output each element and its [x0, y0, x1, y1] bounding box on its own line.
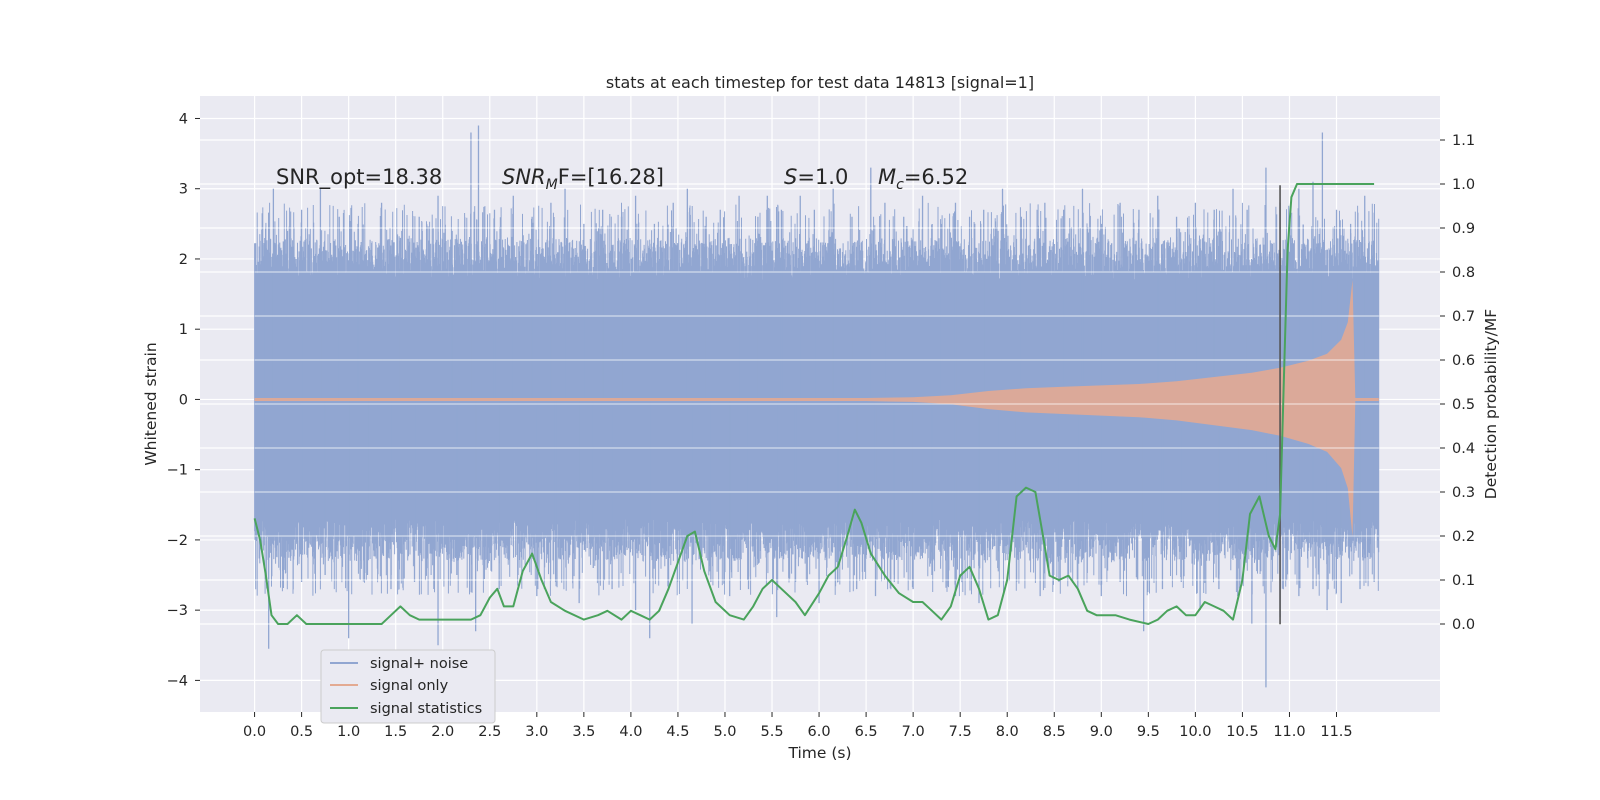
x-tick-label: 7.0	[902, 724, 925, 740]
annotation-s-main: S	[784, 165, 797, 189]
x-tick-label: 4.0	[619, 724, 642, 740]
x-tick-label: 7.5	[949, 724, 972, 740]
series-signal-statistics	[253, 183, 1375, 625]
annotation-mc-sub: c	[896, 177, 904, 193]
legend-label-signal-only: signal only	[370, 678, 449, 694]
y2-tick-label: 0.5	[1452, 397, 1475, 413]
y-tick-label: −1	[167, 463, 188, 479]
x-tick-label: 5.0	[713, 724, 736, 740]
annotations: SNR_opt=18.38 SNRMF=[16.28] S=1.0 Mc=6.5…	[276, 165, 968, 193]
y2-tick-label: 0.9	[1452, 221, 1475, 237]
y-ticks: −4 −3 −2 −1 0 1 2 3 4	[167, 111, 200, 689]
x-tick-label: 6.5	[855, 724, 878, 740]
annotation-snr-mf-sub: M	[546, 177, 558, 193]
x-tick-label: 0.0	[243, 724, 266, 740]
x-tick-label: 2.0	[431, 724, 454, 740]
x-axis-label: Time (s)	[787, 744, 851, 762]
x-tick-label: 5.5	[760, 724, 783, 740]
x-tick-label: 0.5	[290, 724, 313, 740]
x-tick-label: 3.5	[572, 724, 595, 740]
y2-tick-label: 0.2	[1452, 529, 1475, 545]
annotation-s: S=1.0	[784, 165, 848, 189]
x-tick-label: 6.0	[808, 724, 831, 740]
annotation-s-rest: =1.0	[797, 165, 848, 189]
y-tick-label: −3	[167, 603, 188, 619]
y-tick-label: 2	[179, 252, 188, 268]
legend: signal+ noise signal only signal statist…	[320, 649, 496, 724]
y-tick-label: 1	[179, 322, 188, 338]
y-tick-label: −4	[167, 673, 188, 689]
y-tick-label: 0	[179, 392, 188, 408]
y2-tick-label: 1.0	[1452, 177, 1475, 193]
annotation-mc: Mc=6.52	[878, 165, 968, 193]
y2-tick-label: 1.1	[1452, 133, 1475, 149]
series-layer	[253, 125, 1380, 688]
x-tick-label: 1.0	[337, 724, 360, 740]
x-tick-label: 9.5	[1137, 724, 1160, 740]
chart-title: stats at each timestep for test data 148…	[606, 73, 1034, 92]
y-tick-label: 4	[179, 111, 188, 127]
legend-box	[320, 649, 496, 724]
y2-tick-label: 0.8	[1452, 265, 1475, 281]
x-tick-label: 9.0	[1090, 724, 1113, 740]
x-tick-label: 10.0	[1179, 724, 1211, 740]
annotation-snr-opt: SNR_opt=18.38	[276, 165, 442, 190]
x-tick-label: 11.0	[1273, 724, 1305, 740]
x-tick-label: 4.5	[666, 724, 689, 740]
x-tick-label: 3.0	[525, 724, 548, 740]
y2-tick-label: 0.6	[1452, 353, 1475, 369]
x-tick-label: 8.5	[1043, 724, 1066, 740]
y-axis-label: Whitened strain	[142, 342, 160, 465]
x-tick-label: 2.5	[478, 724, 501, 740]
y2-tick-label: 0.3	[1452, 485, 1475, 501]
y2-ticks: 0.0 0.1 0.2 0.3 0.4 0.5 0.6 0.7 0.8 0.9 1.0 1.1	[1440, 133, 1475, 633]
legend-label-signal-statistics: signal statistics	[370, 701, 482, 717]
annotation-mc-rest: =6.52	[904, 165, 968, 189]
y-tick-label: −2	[167, 533, 188, 549]
x-ticks: 0.0 0.5 1.0 1.5 2.0 2.5 3.0 3.5 4.0 4.5 5.0 5.5 6.0 6…	[243, 712, 1353, 740]
y2-axis-label: Detection probability/MF	[1482, 309, 1500, 500]
x-tick-label: 8.0	[996, 724, 1019, 740]
annotation-mc-main: M	[878, 165, 896, 189]
x-tick-label: 1.5	[384, 724, 407, 740]
annotation-snr-mf: SNRMF=[16.28]	[502, 165, 664, 193]
y2-tick-label: 0.4	[1452, 441, 1475, 457]
y-tick-label: 3	[179, 182, 188, 198]
annotation-snr-mf-main: SNR	[502, 165, 546, 189]
y2-tick-label: 0.1	[1452, 573, 1475, 589]
y2-tick-label: 0.0	[1452, 617, 1475, 633]
annotation-snr-mf-rest: F=[16.28]	[558, 165, 664, 189]
y2-tick-label: 0.7	[1452, 309, 1475, 325]
legend-label-signal-noise: signal+ noise	[370, 656, 468, 672]
x-tick-label: 11.5	[1320, 724, 1352, 740]
series-signal-only	[254, 280, 1379, 537]
x-tick-label: 10.5	[1226, 724, 1258, 740]
